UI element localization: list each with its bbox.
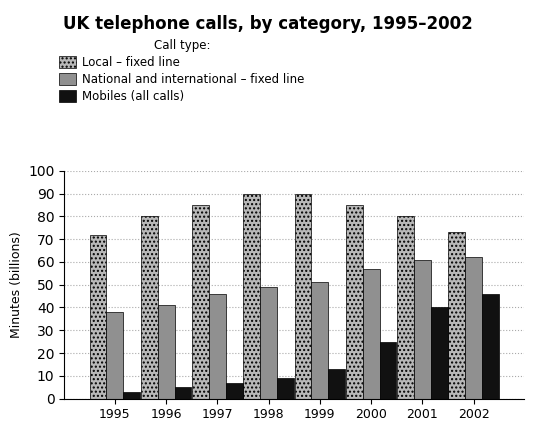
Bar [295, 194, 311, 399]
Bar [448, 232, 465, 399]
Bar [226, 383, 243, 399]
Bar [260, 287, 277, 399]
Bar [379, 342, 396, 399]
Bar [123, 392, 140, 399]
Bar [328, 369, 345, 399]
Bar [397, 216, 414, 399]
Bar [141, 216, 158, 399]
Text: UK telephone calls, by category, 1995–2002: UK telephone calls, by category, 1995–20… [63, 15, 472, 33]
Bar [431, 307, 448, 399]
Bar [482, 294, 499, 399]
Y-axis label: Minutes (billions): Minutes (billions) [10, 231, 22, 338]
Bar [311, 283, 328, 399]
Bar [106, 312, 123, 399]
Bar [363, 269, 379, 399]
Bar [174, 387, 192, 399]
Bar [209, 294, 226, 399]
Bar [158, 305, 174, 399]
Bar [89, 235, 106, 399]
Bar [414, 260, 431, 399]
Bar [192, 205, 209, 399]
Legend: Local – fixed line, National and international – fixed line, Mobiles (all calls): Local – fixed line, National and interna… [59, 39, 304, 103]
Bar [465, 258, 482, 399]
Bar [277, 378, 294, 399]
Bar [243, 194, 260, 399]
Bar [346, 205, 363, 399]
